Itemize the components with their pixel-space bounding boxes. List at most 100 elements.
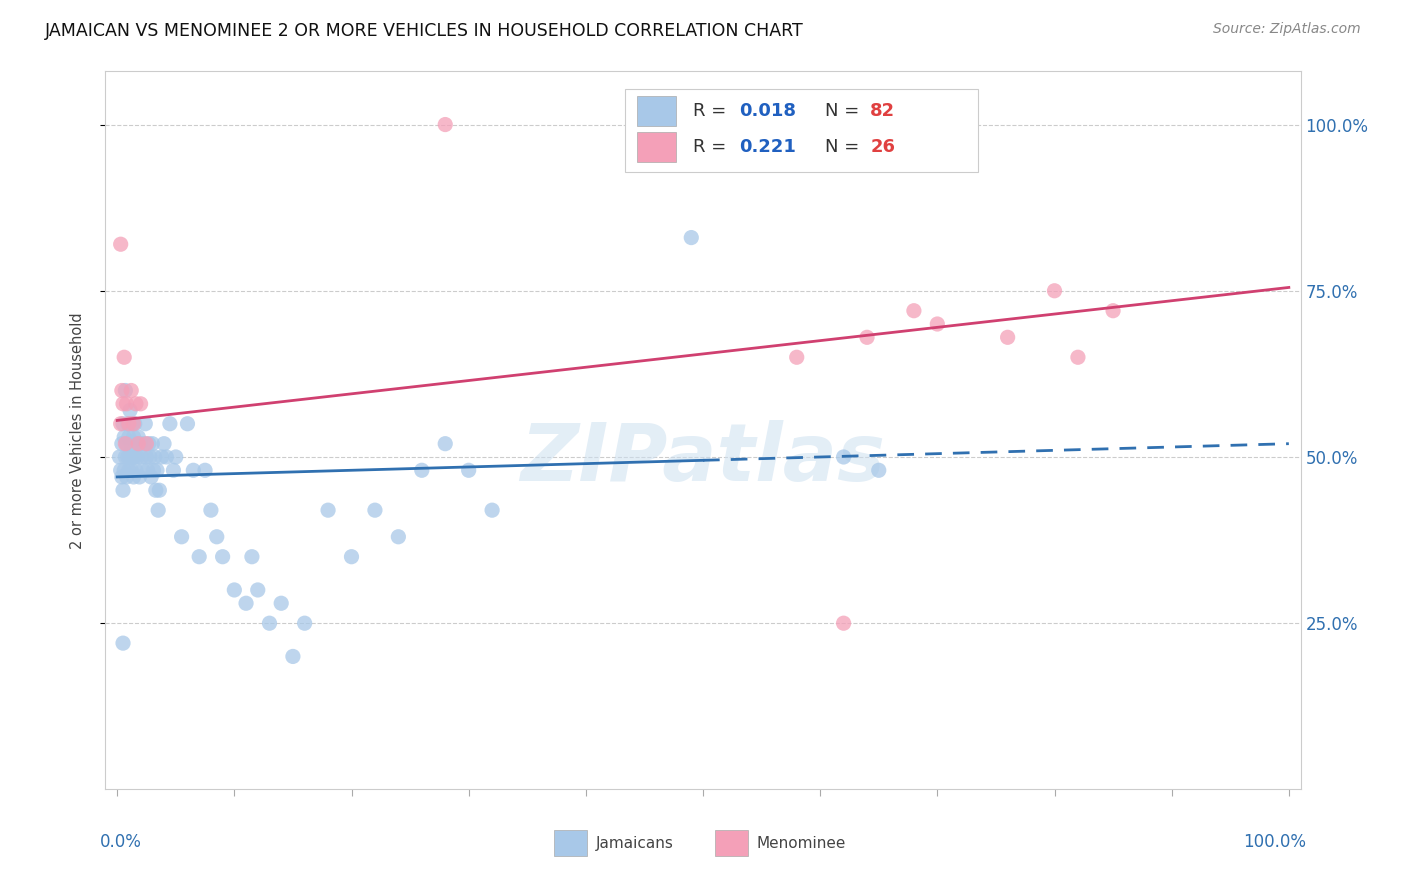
Point bbox=[205, 530, 228, 544]
Point bbox=[224, 582, 246, 597]
Point bbox=[118, 463, 141, 477]
Text: 0.0%: 0.0% bbox=[100, 832, 142, 850]
Point bbox=[141, 436, 163, 450]
Point bbox=[153, 436, 176, 450]
Point bbox=[235, 596, 257, 610]
Point bbox=[1043, 284, 1066, 298]
Point bbox=[124, 417, 146, 431]
Point bbox=[143, 450, 166, 464]
Point bbox=[387, 530, 409, 544]
Text: 26: 26 bbox=[870, 137, 896, 156]
Point bbox=[127, 450, 149, 464]
Point bbox=[270, 596, 292, 610]
Bar bbox=[637, 132, 675, 161]
Y-axis label: 2 or more Vehicles in Household: 2 or more Vehicles in Household bbox=[70, 312, 84, 549]
Text: Source: ZipAtlas.com: Source: ZipAtlas.com bbox=[1213, 22, 1361, 37]
Point bbox=[146, 463, 169, 477]
Point bbox=[117, 450, 139, 464]
Point bbox=[127, 436, 149, 450]
Point bbox=[868, 463, 890, 477]
Point bbox=[903, 303, 925, 318]
Point bbox=[117, 417, 139, 431]
Point bbox=[141, 470, 163, 484]
Point bbox=[125, 436, 148, 450]
Point bbox=[481, 503, 503, 517]
Point bbox=[135, 450, 157, 464]
Point bbox=[155, 450, 177, 464]
Point bbox=[120, 436, 142, 450]
Bar bbox=[637, 95, 675, 126]
Point bbox=[128, 470, 150, 484]
Point bbox=[115, 436, 138, 450]
Point bbox=[120, 403, 141, 417]
Point bbox=[246, 582, 269, 597]
Point bbox=[110, 237, 132, 252]
Point bbox=[856, 330, 879, 344]
Point bbox=[120, 384, 142, 398]
Point bbox=[110, 417, 132, 431]
Point bbox=[364, 503, 387, 517]
Point bbox=[118, 430, 141, 444]
Point bbox=[115, 470, 138, 484]
Point bbox=[927, 317, 949, 331]
Point bbox=[114, 436, 136, 450]
Text: JAMAICAN VS MENOMINEE 2 OR MORE VEHICLES IN HOUSEHOLD CORRELATION CHART: JAMAICAN VS MENOMINEE 2 OR MORE VEHICLES… bbox=[45, 22, 804, 40]
Point bbox=[136, 463, 159, 477]
Point bbox=[281, 649, 304, 664]
Point bbox=[949, 118, 972, 132]
Text: Menominee: Menominee bbox=[756, 836, 846, 851]
Text: 82: 82 bbox=[870, 102, 896, 120]
Point bbox=[121, 450, 143, 464]
Point bbox=[142, 463, 165, 477]
Point bbox=[148, 483, 170, 498]
Point bbox=[112, 397, 135, 411]
Point bbox=[125, 463, 148, 477]
Text: ZIPatlas: ZIPatlas bbox=[520, 420, 886, 498]
Point bbox=[122, 430, 145, 444]
Point bbox=[114, 450, 136, 464]
Point bbox=[145, 483, 167, 498]
Bar bbox=[716, 830, 748, 856]
Point bbox=[112, 351, 135, 365]
Point bbox=[112, 430, 135, 444]
Point bbox=[114, 384, 136, 398]
Point bbox=[434, 436, 457, 450]
Point bbox=[183, 463, 205, 477]
Point bbox=[150, 450, 173, 464]
Point bbox=[134, 417, 156, 431]
Text: N =: N = bbox=[825, 137, 865, 156]
Point bbox=[316, 503, 339, 517]
Point bbox=[194, 463, 217, 477]
Point bbox=[132, 463, 155, 477]
Point bbox=[129, 436, 152, 450]
Text: 100.0%: 100.0% bbox=[1243, 832, 1306, 850]
Point bbox=[120, 450, 141, 464]
Point bbox=[111, 384, 134, 398]
Point bbox=[122, 470, 145, 484]
Text: Jamaicans: Jamaicans bbox=[596, 836, 673, 851]
Point bbox=[340, 549, 363, 564]
Point bbox=[1102, 303, 1125, 318]
Point bbox=[434, 118, 457, 132]
Point bbox=[115, 397, 138, 411]
Point bbox=[159, 417, 181, 431]
Point bbox=[112, 483, 135, 498]
Bar bbox=[554, 830, 588, 856]
Point bbox=[112, 636, 135, 650]
Point bbox=[122, 417, 145, 431]
Point bbox=[110, 463, 132, 477]
Point bbox=[111, 436, 134, 450]
Text: 0.221: 0.221 bbox=[740, 137, 796, 156]
Point bbox=[832, 616, 855, 631]
Point bbox=[294, 616, 316, 631]
Point bbox=[132, 436, 156, 450]
Point bbox=[127, 430, 149, 444]
Point bbox=[138, 436, 160, 450]
Point bbox=[170, 530, 193, 544]
Point bbox=[188, 549, 211, 564]
Point bbox=[786, 351, 808, 365]
Point bbox=[112, 417, 135, 431]
Point bbox=[135, 436, 157, 450]
Point bbox=[120, 463, 142, 477]
Text: R =: R = bbox=[693, 102, 733, 120]
